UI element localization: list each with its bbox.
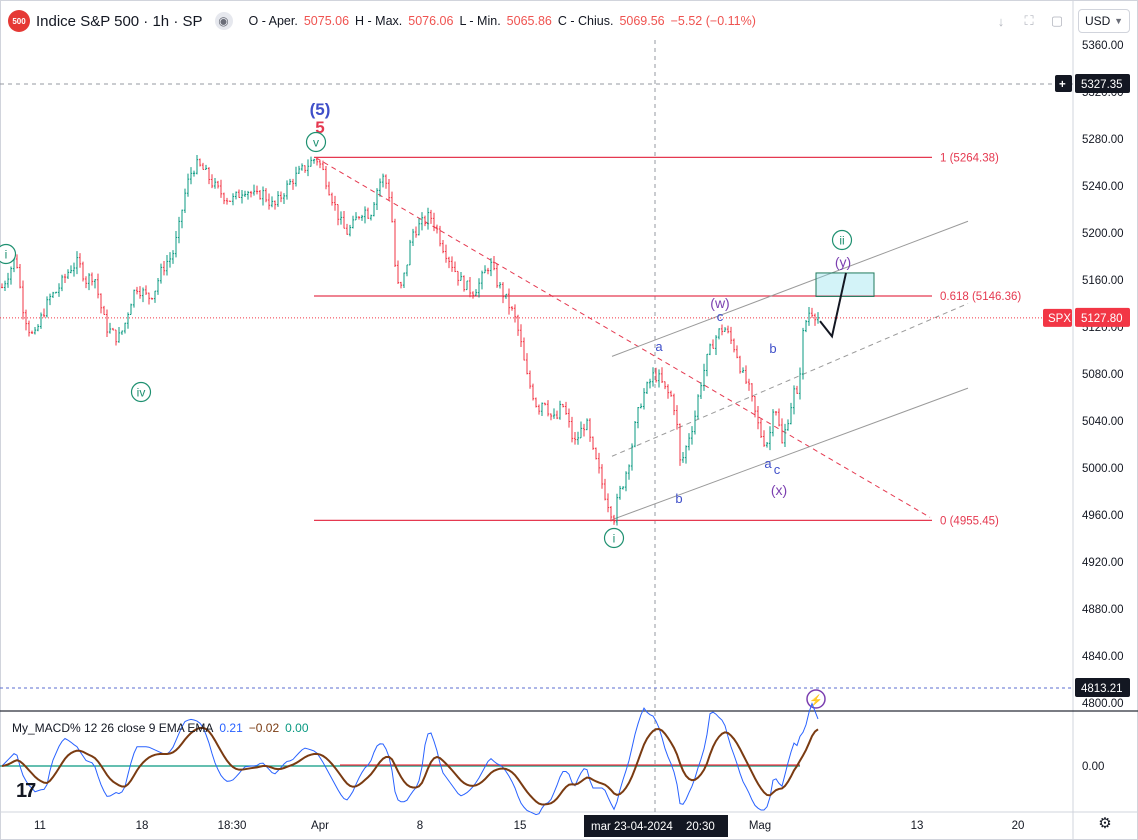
crosshair-date-tag [584,815,728,837]
eye-icon[interactable]: ◉ [214,12,233,30]
time-tick-label: 13 [911,820,924,832]
time-tick-label: 18:30 [218,820,247,832]
symbol-title[interactable]: Indice S&P 500 · 1h · SP [36,12,203,30]
last-price-tag-bg [1075,307,1130,327]
time-tick-label: 11 [34,820,46,832]
time-tick-label: 15 [514,820,527,832]
price-tick-label: 4840.00 [1082,651,1124,663]
time-tick-label: 20 [1012,820,1025,832]
wave-label: i [613,532,616,546]
arrow-down-icon[interactable]: ↓ [997,13,1005,29]
chart-header: 500 Indice S&P 500 · 1h · SP ◉ O - Aper.… [8,8,756,34]
wave-label: ii [839,234,844,248]
time-tick-label: Apr [311,820,329,832]
wave-label-circle [0,243,17,265]
price-tick-label: 5040.00 [1082,416,1124,428]
channel-mid-line [611,303,969,457]
crosshair-date: mar 23-04-2024 [591,821,673,833]
signal-line [1,726,819,806]
price-tick-label: 4880.00 [1082,604,1124,616]
wave-label: (5) [310,100,331,119]
wave-projection [819,272,847,339]
change-value: −5.52 (−0.11%) [670,14,756,28]
currency-select[interactable]: USD ▼ [1078,9,1130,33]
fib-level-label: 0 (4955.45) [940,515,999,527]
wave-label: a [764,456,772,471]
time-tick-label: Mag [749,820,771,832]
currency-label: USD [1085,14,1111,28]
time-tick-label: 18 [136,820,149,832]
chevron-down-icon: ▼ [1114,16,1123,26]
histogram-value: 0.00 [285,721,309,735]
price-tick-label: 4920.00 [1082,557,1124,569]
fib-level-label: 0.618 (5146.36) [940,291,1021,303]
trendline [315,157,931,518]
price-tick-label: 4800.00 [1082,698,1124,710]
price-tick-label: 5360.00 [1082,40,1124,52]
wave-label-circle [831,229,853,251]
macd-legend[interactable]: My_MACD% 12 26 close 9 EMA EMA 0.21 −0.0… [12,721,309,735]
price-tick-label: 5080.00 [1082,369,1124,381]
wave-label: c [717,309,724,324]
lower-price-tag-bg [1075,678,1130,697]
price-tick-label: 5160.00 [1082,275,1124,287]
price-tick-label: 4960.00 [1082,510,1124,522]
high-value: 5076.06 [408,14,454,28]
wave-label: v [313,136,319,150]
close-value: 5069.56 [619,14,665,28]
channel-upper-line [611,220,969,357]
price-tick-label: 5200.00 [1082,228,1124,240]
add-alert-icon [1055,75,1072,92]
tradingview-logo[interactable]: 17 [16,780,36,802]
close-label: C - Chius. [557,14,614,28]
screenshot-icon[interactable]: ▢ [1050,13,1064,28]
macd-tick-label: 0.00 [1082,761,1104,773]
low-label: L - Min. [459,14,501,28]
last-price-tag: 5127.80 [1081,313,1123,325]
wave-label: b [769,341,776,356]
open-label: O - Aper. [248,14,298,28]
price-tick-label: 5000.00 [1082,463,1124,475]
time-tick-label: 8 [417,820,423,832]
symbol-tag-bg [1043,308,1072,327]
cursor-price-tag: 5327.35 [1081,79,1123,91]
lower-price-tag: 4813.21 [1081,683,1123,695]
wave-label: (x) [771,482,787,498]
ohlc-readout: O - Aper. 5075.06 H - Max. 5076.06 L - M… [249,14,756,28]
wave-label: c [774,462,781,477]
macd-name: My_MACD% 12 26 close 9 EMA EMA [12,721,214,735]
high-label: H - Max. [355,14,403,28]
wave-label-circle [130,381,152,403]
wave-label: 5 [315,118,324,137]
channel-lower-line [611,387,969,521]
price-tick-label: 5240.00 [1082,181,1124,193]
wave-label: (y) [835,254,851,270]
signal-value: −0.02 [248,721,280,735]
wave-label: iv [137,386,146,400]
wave-label: (w) [710,295,729,311]
price-tick-label: 5280.00 [1082,134,1124,146]
macd-value: 0.21 [219,721,243,735]
crosshair-time: 20:30 [686,821,715,833]
candles-group [1,155,820,526]
macd-line [1,702,819,816]
wave-label: i [5,248,8,262]
symbol-tag: SPX [1048,313,1071,325]
open-value: 5075.06 [303,14,350,28]
wave-label: a [655,339,663,354]
low-value: 5065.86 [506,14,552,28]
symbol-logo[interactable]: 500 [8,10,30,32]
wave-label-circle [603,527,625,549]
fullscreen-icon[interactable]: ⛶ [1024,13,1034,28]
cursor-price-tag-bg [1075,74,1130,93]
plus-icon: + [1059,79,1066,91]
wave-label: b [675,491,682,506]
wave-label-circle [305,131,327,153]
fib-level-label: 1 (5264.38) [940,152,999,164]
gear-icon[interactable]: ⚙ [1098,815,1112,832]
